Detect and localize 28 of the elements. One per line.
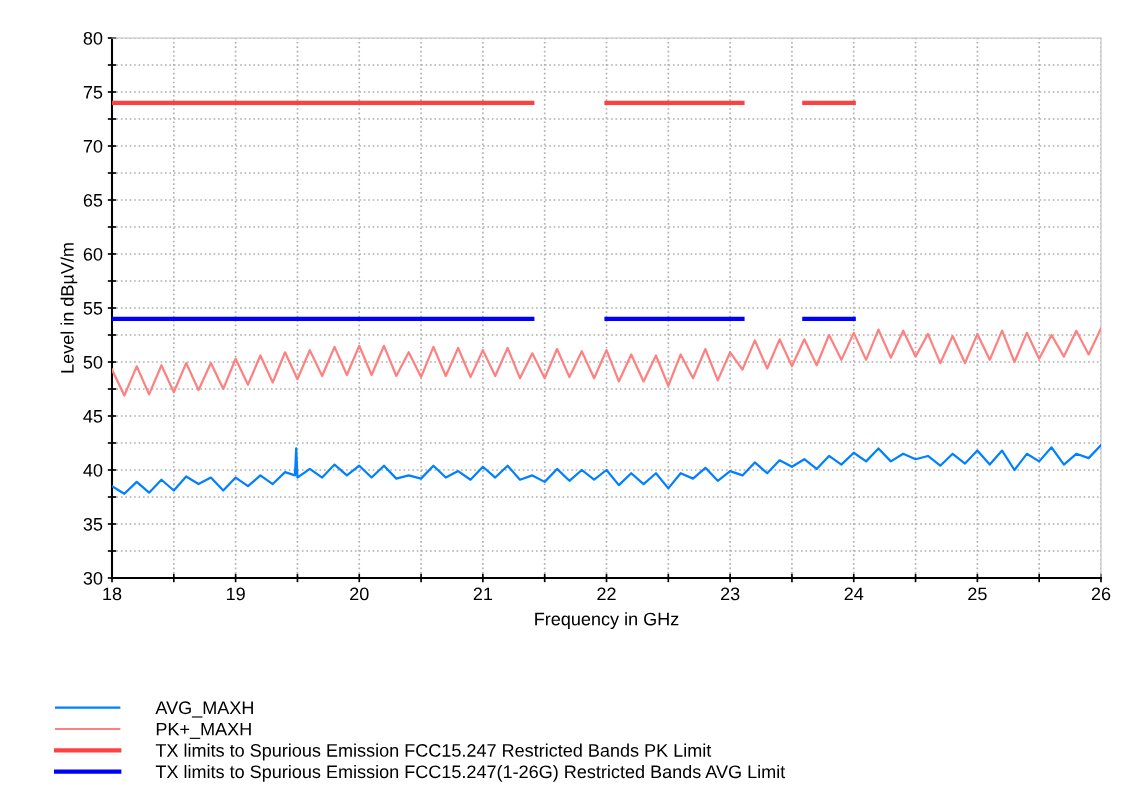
y-tick-label: 30 — [83, 571, 103, 585]
x-tick-label: 23 — [720, 587, 740, 601]
x-axis-title: Frequency in GHz — [535, 612, 679, 630]
y-tick-label: 75 — [83, 86, 103, 99]
y-tick-label: 45 — [83, 410, 103, 423]
legend-label: AVG_MAXH — [155, 701, 253, 718]
legend-label: PK+_MAXH — [156, 722, 251, 739]
x-tick-label: 24 — [844, 587, 864, 601]
legend-label: TX limits to Spurious Emission FCC15.247 Restricted Bands PK Limit — [155, 743, 712, 761]
y-tick-label: 35 — [83, 517, 103, 531]
y-tick-label: 80 — [83, 31, 103, 45]
x-tick-label: 22 — [597, 587, 616, 601]
x-tick-label: 26 — [1091, 587, 1111, 601]
y-tick-label: 40 — [83, 463, 103, 477]
line-series — [112, 444, 1101, 495]
y-tick-label: 55 — [83, 302, 103, 315]
line-series — [112, 327, 1101, 397]
y-tick-label: 65 — [83, 193, 103, 207]
y-axis-title: Level in dBµV/m — [60, 243, 78, 373]
y-tick-label: 60 — [83, 247, 103, 261]
x-tick-label: 19 — [226, 587, 245, 601]
y-tick-label: 50 — [83, 355, 103, 369]
y-tick-label: 70 — [83, 139, 103, 153]
x-tick-label: 25 — [968, 587, 987, 601]
x-tick-label: 18 — [103, 587, 122, 601]
legend-label: TX limits to Spurious Emission FCC15.247(1-26G) Restricted Bands AVG Limit — [155, 764, 786, 782]
x-tick-label: 21 — [473, 587, 493, 601]
x-tick-label: 20 — [350, 587, 369, 601]
